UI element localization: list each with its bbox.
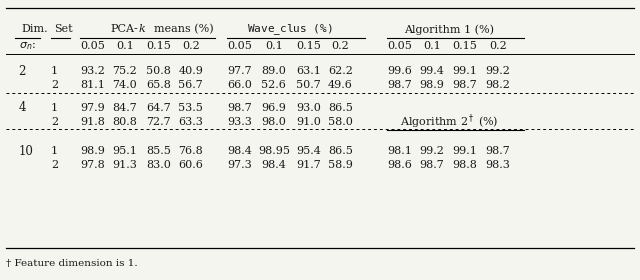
Text: 58.0: 58.0 bbox=[328, 117, 353, 127]
Text: 0.05: 0.05 bbox=[388, 41, 412, 51]
Text: $\sigma_n$:: $\sigma_n$: bbox=[19, 40, 35, 52]
Text: 93.0: 93.0 bbox=[296, 103, 321, 113]
Text: 83.0: 83.0 bbox=[147, 160, 171, 170]
Text: 62.2: 62.2 bbox=[328, 66, 353, 76]
Text: 99.6: 99.6 bbox=[388, 66, 412, 76]
Text: 66.0: 66.0 bbox=[228, 80, 252, 90]
Text: 4: 4 bbox=[19, 101, 26, 114]
Text: 91.8: 91.8 bbox=[81, 117, 105, 127]
Text: 98.4: 98.4 bbox=[228, 146, 252, 156]
Text: 99.1: 99.1 bbox=[452, 66, 477, 76]
Text: 98.7: 98.7 bbox=[420, 160, 444, 170]
Text: 50.8: 50.8 bbox=[147, 66, 171, 76]
Text: 0.05: 0.05 bbox=[228, 41, 252, 51]
Text: 93.3: 93.3 bbox=[228, 117, 252, 127]
Text: 99.1: 99.1 bbox=[452, 146, 477, 156]
Text: 98.4: 98.4 bbox=[262, 160, 286, 170]
Text: 2: 2 bbox=[51, 80, 58, 90]
Text: 98.7: 98.7 bbox=[452, 80, 477, 90]
Text: 72.7: 72.7 bbox=[147, 117, 171, 127]
Text: 98.7: 98.7 bbox=[228, 103, 252, 113]
Text: 56.7: 56.7 bbox=[179, 80, 203, 90]
Text: 98.9: 98.9 bbox=[420, 80, 444, 90]
Text: 86.5: 86.5 bbox=[328, 103, 353, 113]
Text: 97.8: 97.8 bbox=[81, 160, 105, 170]
Text: Algorithm 1 (%): Algorithm 1 (%) bbox=[404, 24, 494, 35]
Text: 97.9: 97.9 bbox=[81, 103, 105, 113]
Text: 75.2: 75.2 bbox=[113, 66, 137, 76]
Text: 1: 1 bbox=[51, 103, 58, 113]
Text: Dim.: Dim. bbox=[22, 24, 49, 34]
Text: 91.0: 91.0 bbox=[296, 117, 321, 127]
Text: Algorithm 2$^\dagger$ (%): Algorithm 2$^\dagger$ (%) bbox=[400, 113, 498, 131]
Text: 91.7: 91.7 bbox=[296, 160, 321, 170]
Text: 0.2: 0.2 bbox=[332, 41, 349, 51]
Text: 50.7: 50.7 bbox=[296, 80, 321, 90]
Text: 95.1: 95.1 bbox=[113, 146, 137, 156]
Text: 0.15: 0.15 bbox=[296, 41, 321, 51]
Text: 97.7: 97.7 bbox=[228, 66, 252, 76]
Text: 98.9: 98.9 bbox=[81, 146, 105, 156]
Text: means (%): means (%) bbox=[154, 24, 214, 34]
Text: 1: 1 bbox=[51, 66, 58, 76]
Text: 91.3: 91.3 bbox=[113, 160, 137, 170]
Text: 99.2: 99.2 bbox=[420, 146, 444, 156]
Text: 1: 1 bbox=[51, 146, 58, 156]
Text: 49.6: 49.6 bbox=[328, 80, 353, 90]
Text: † Feature dimension is 1.: † Feature dimension is 1. bbox=[6, 259, 138, 268]
Text: 98.3: 98.3 bbox=[486, 160, 510, 170]
Text: 98.0: 98.0 bbox=[262, 117, 286, 127]
Text: 98.1: 98.1 bbox=[388, 146, 412, 156]
Text: Set: Set bbox=[54, 24, 73, 34]
Text: 0.1: 0.1 bbox=[116, 41, 134, 51]
Text: 0.15: 0.15 bbox=[452, 41, 477, 51]
Text: 98.8: 98.8 bbox=[452, 160, 477, 170]
Text: 0.2: 0.2 bbox=[182, 41, 200, 51]
Text: 65.8: 65.8 bbox=[147, 80, 171, 90]
Text: 53.5: 53.5 bbox=[179, 103, 203, 113]
Text: k: k bbox=[138, 24, 145, 34]
Text: 2: 2 bbox=[19, 65, 26, 78]
Text: 0.1: 0.1 bbox=[423, 41, 441, 51]
Text: 10: 10 bbox=[19, 145, 33, 158]
Text: 99.4: 99.4 bbox=[420, 66, 444, 76]
Text: 0.1: 0.1 bbox=[265, 41, 283, 51]
Text: 95.4: 95.4 bbox=[296, 146, 321, 156]
Text: 74.0: 74.0 bbox=[113, 80, 137, 90]
Text: 93.2: 93.2 bbox=[81, 66, 105, 76]
Text: 60.6: 60.6 bbox=[179, 160, 203, 170]
Text: 98.7: 98.7 bbox=[486, 146, 510, 156]
Text: 52.6: 52.6 bbox=[262, 80, 286, 90]
Text: 84.7: 84.7 bbox=[113, 103, 137, 113]
Text: 2: 2 bbox=[51, 160, 58, 170]
Text: 63.3: 63.3 bbox=[179, 117, 203, 127]
Text: 81.1: 81.1 bbox=[81, 80, 105, 90]
Text: 80.8: 80.8 bbox=[113, 117, 137, 127]
Text: 98.7: 98.7 bbox=[388, 80, 412, 90]
Text: 98.2: 98.2 bbox=[486, 80, 510, 90]
Text: 58.9: 58.9 bbox=[328, 160, 353, 170]
Text: 2: 2 bbox=[51, 117, 58, 127]
Text: 0.2: 0.2 bbox=[489, 41, 507, 51]
Text: 76.8: 76.8 bbox=[179, 146, 203, 156]
Text: 97.3: 97.3 bbox=[228, 160, 252, 170]
Text: PCA-: PCA- bbox=[111, 24, 138, 34]
Text: Wave$\_$clus (%): Wave$\_$clus (%) bbox=[248, 22, 333, 37]
Text: 99.2: 99.2 bbox=[486, 66, 510, 76]
Text: 63.1: 63.1 bbox=[296, 66, 321, 76]
Text: 85.5: 85.5 bbox=[147, 146, 171, 156]
Text: 40.9: 40.9 bbox=[179, 66, 203, 76]
Text: 86.5: 86.5 bbox=[328, 146, 353, 156]
Text: 96.9: 96.9 bbox=[262, 103, 286, 113]
Text: 89.0: 89.0 bbox=[262, 66, 286, 76]
Text: 98.95: 98.95 bbox=[258, 146, 290, 156]
Text: 0.15: 0.15 bbox=[147, 41, 171, 51]
Text: 64.7: 64.7 bbox=[147, 103, 171, 113]
Text: 0.05: 0.05 bbox=[81, 41, 105, 51]
Text: 98.6: 98.6 bbox=[388, 160, 412, 170]
